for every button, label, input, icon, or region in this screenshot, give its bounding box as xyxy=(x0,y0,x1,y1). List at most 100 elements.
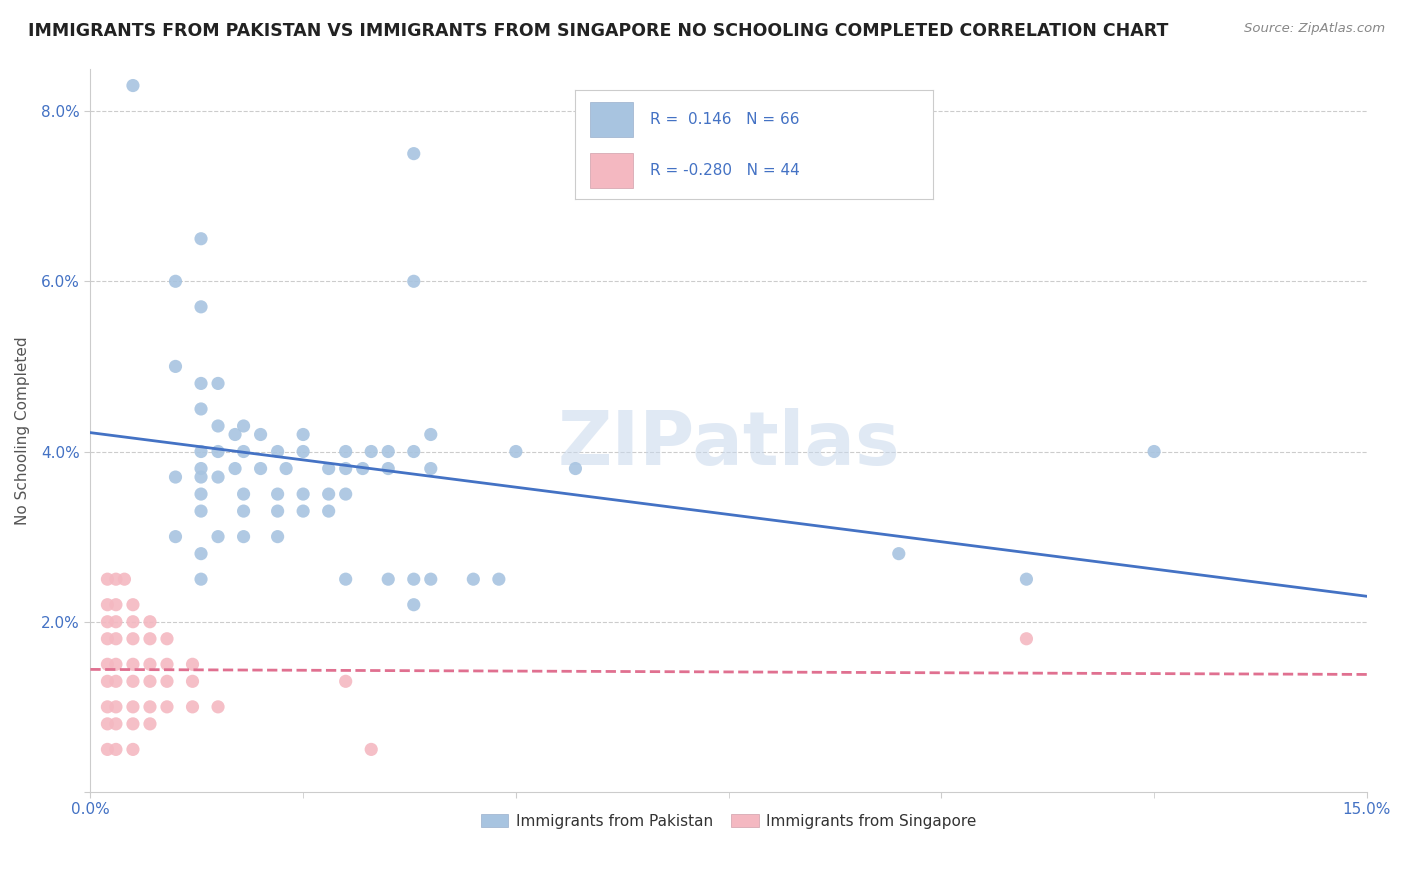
Point xyxy=(104,657,127,672)
Point xyxy=(181,674,204,689)
Point xyxy=(335,674,357,689)
Point xyxy=(96,572,118,586)
Point xyxy=(318,487,340,501)
Point xyxy=(335,487,357,501)
Point xyxy=(887,547,910,561)
Point xyxy=(360,742,382,756)
Point xyxy=(352,461,374,475)
Point xyxy=(190,572,212,586)
Point xyxy=(1143,444,1166,458)
Point xyxy=(402,146,425,161)
Legend: Immigrants from Pakistan, Immigrants from Singapore: Immigrants from Pakistan, Immigrants fro… xyxy=(474,807,983,835)
Point xyxy=(266,530,288,544)
Point xyxy=(463,572,485,586)
Point xyxy=(165,470,187,484)
Point xyxy=(122,632,145,646)
Point xyxy=(402,598,425,612)
Point xyxy=(122,674,145,689)
Point xyxy=(96,674,118,689)
Point xyxy=(224,427,246,442)
Point xyxy=(232,419,254,434)
Point xyxy=(377,572,399,586)
Point xyxy=(335,572,357,586)
Point xyxy=(96,657,118,672)
Point xyxy=(207,470,229,484)
Point xyxy=(165,530,187,544)
Point xyxy=(292,444,315,458)
Point xyxy=(104,598,127,612)
Point xyxy=(96,598,118,612)
Point xyxy=(266,504,288,518)
Point xyxy=(181,657,204,672)
Point xyxy=(139,717,162,731)
Point xyxy=(190,487,212,501)
Point xyxy=(207,444,229,458)
Point xyxy=(1015,632,1038,646)
Point xyxy=(122,78,145,93)
Point xyxy=(104,674,127,689)
Point xyxy=(122,657,145,672)
Point xyxy=(335,461,357,475)
Point xyxy=(156,632,179,646)
Point xyxy=(335,444,357,458)
Point xyxy=(190,461,212,475)
Point xyxy=(122,598,145,612)
Point xyxy=(402,444,425,458)
Point xyxy=(181,699,204,714)
Point xyxy=(190,547,212,561)
Text: Source: ZipAtlas.com: Source: ZipAtlas.com xyxy=(1244,22,1385,36)
Point xyxy=(122,615,145,629)
Point xyxy=(139,657,162,672)
Point xyxy=(96,699,118,714)
Point xyxy=(232,504,254,518)
Text: ZIPatlas: ZIPatlas xyxy=(557,409,900,481)
Point xyxy=(249,427,271,442)
Point xyxy=(139,615,162,629)
Point xyxy=(156,674,179,689)
Point xyxy=(96,615,118,629)
Point xyxy=(122,742,145,756)
Point xyxy=(377,444,399,458)
Point xyxy=(224,461,246,475)
Point xyxy=(292,427,315,442)
Point xyxy=(96,742,118,756)
Point xyxy=(505,444,527,458)
Point xyxy=(156,657,179,672)
Point xyxy=(165,274,187,288)
Point xyxy=(122,699,145,714)
Point xyxy=(104,699,127,714)
Point xyxy=(318,461,340,475)
Point xyxy=(207,530,229,544)
Point xyxy=(190,470,212,484)
Point xyxy=(104,742,127,756)
Point xyxy=(207,376,229,391)
Point xyxy=(207,699,229,714)
Point xyxy=(139,699,162,714)
Point xyxy=(249,461,271,475)
Point xyxy=(292,504,315,518)
Point xyxy=(139,674,162,689)
Point xyxy=(419,427,441,442)
Point xyxy=(104,572,127,586)
Point xyxy=(274,461,297,475)
Point xyxy=(488,572,510,586)
Point xyxy=(190,444,212,458)
Point xyxy=(360,444,382,458)
Point xyxy=(190,504,212,518)
Point xyxy=(104,615,127,629)
Point xyxy=(1015,572,1038,586)
Point xyxy=(232,530,254,544)
Point xyxy=(96,717,118,731)
Point xyxy=(419,572,441,586)
Point xyxy=(318,504,340,518)
Point xyxy=(402,274,425,288)
Point xyxy=(104,632,127,646)
Text: IMMIGRANTS FROM PAKISTAN VS IMMIGRANTS FROM SINGAPORE NO SCHOOLING COMPLETED COR: IMMIGRANTS FROM PAKISTAN VS IMMIGRANTS F… xyxy=(28,22,1168,40)
Point xyxy=(122,717,145,731)
Point xyxy=(419,461,441,475)
Point xyxy=(190,376,212,391)
Point xyxy=(266,444,288,458)
Y-axis label: No Schooling Completed: No Schooling Completed xyxy=(15,336,30,524)
Point xyxy=(190,232,212,246)
Point xyxy=(564,461,586,475)
